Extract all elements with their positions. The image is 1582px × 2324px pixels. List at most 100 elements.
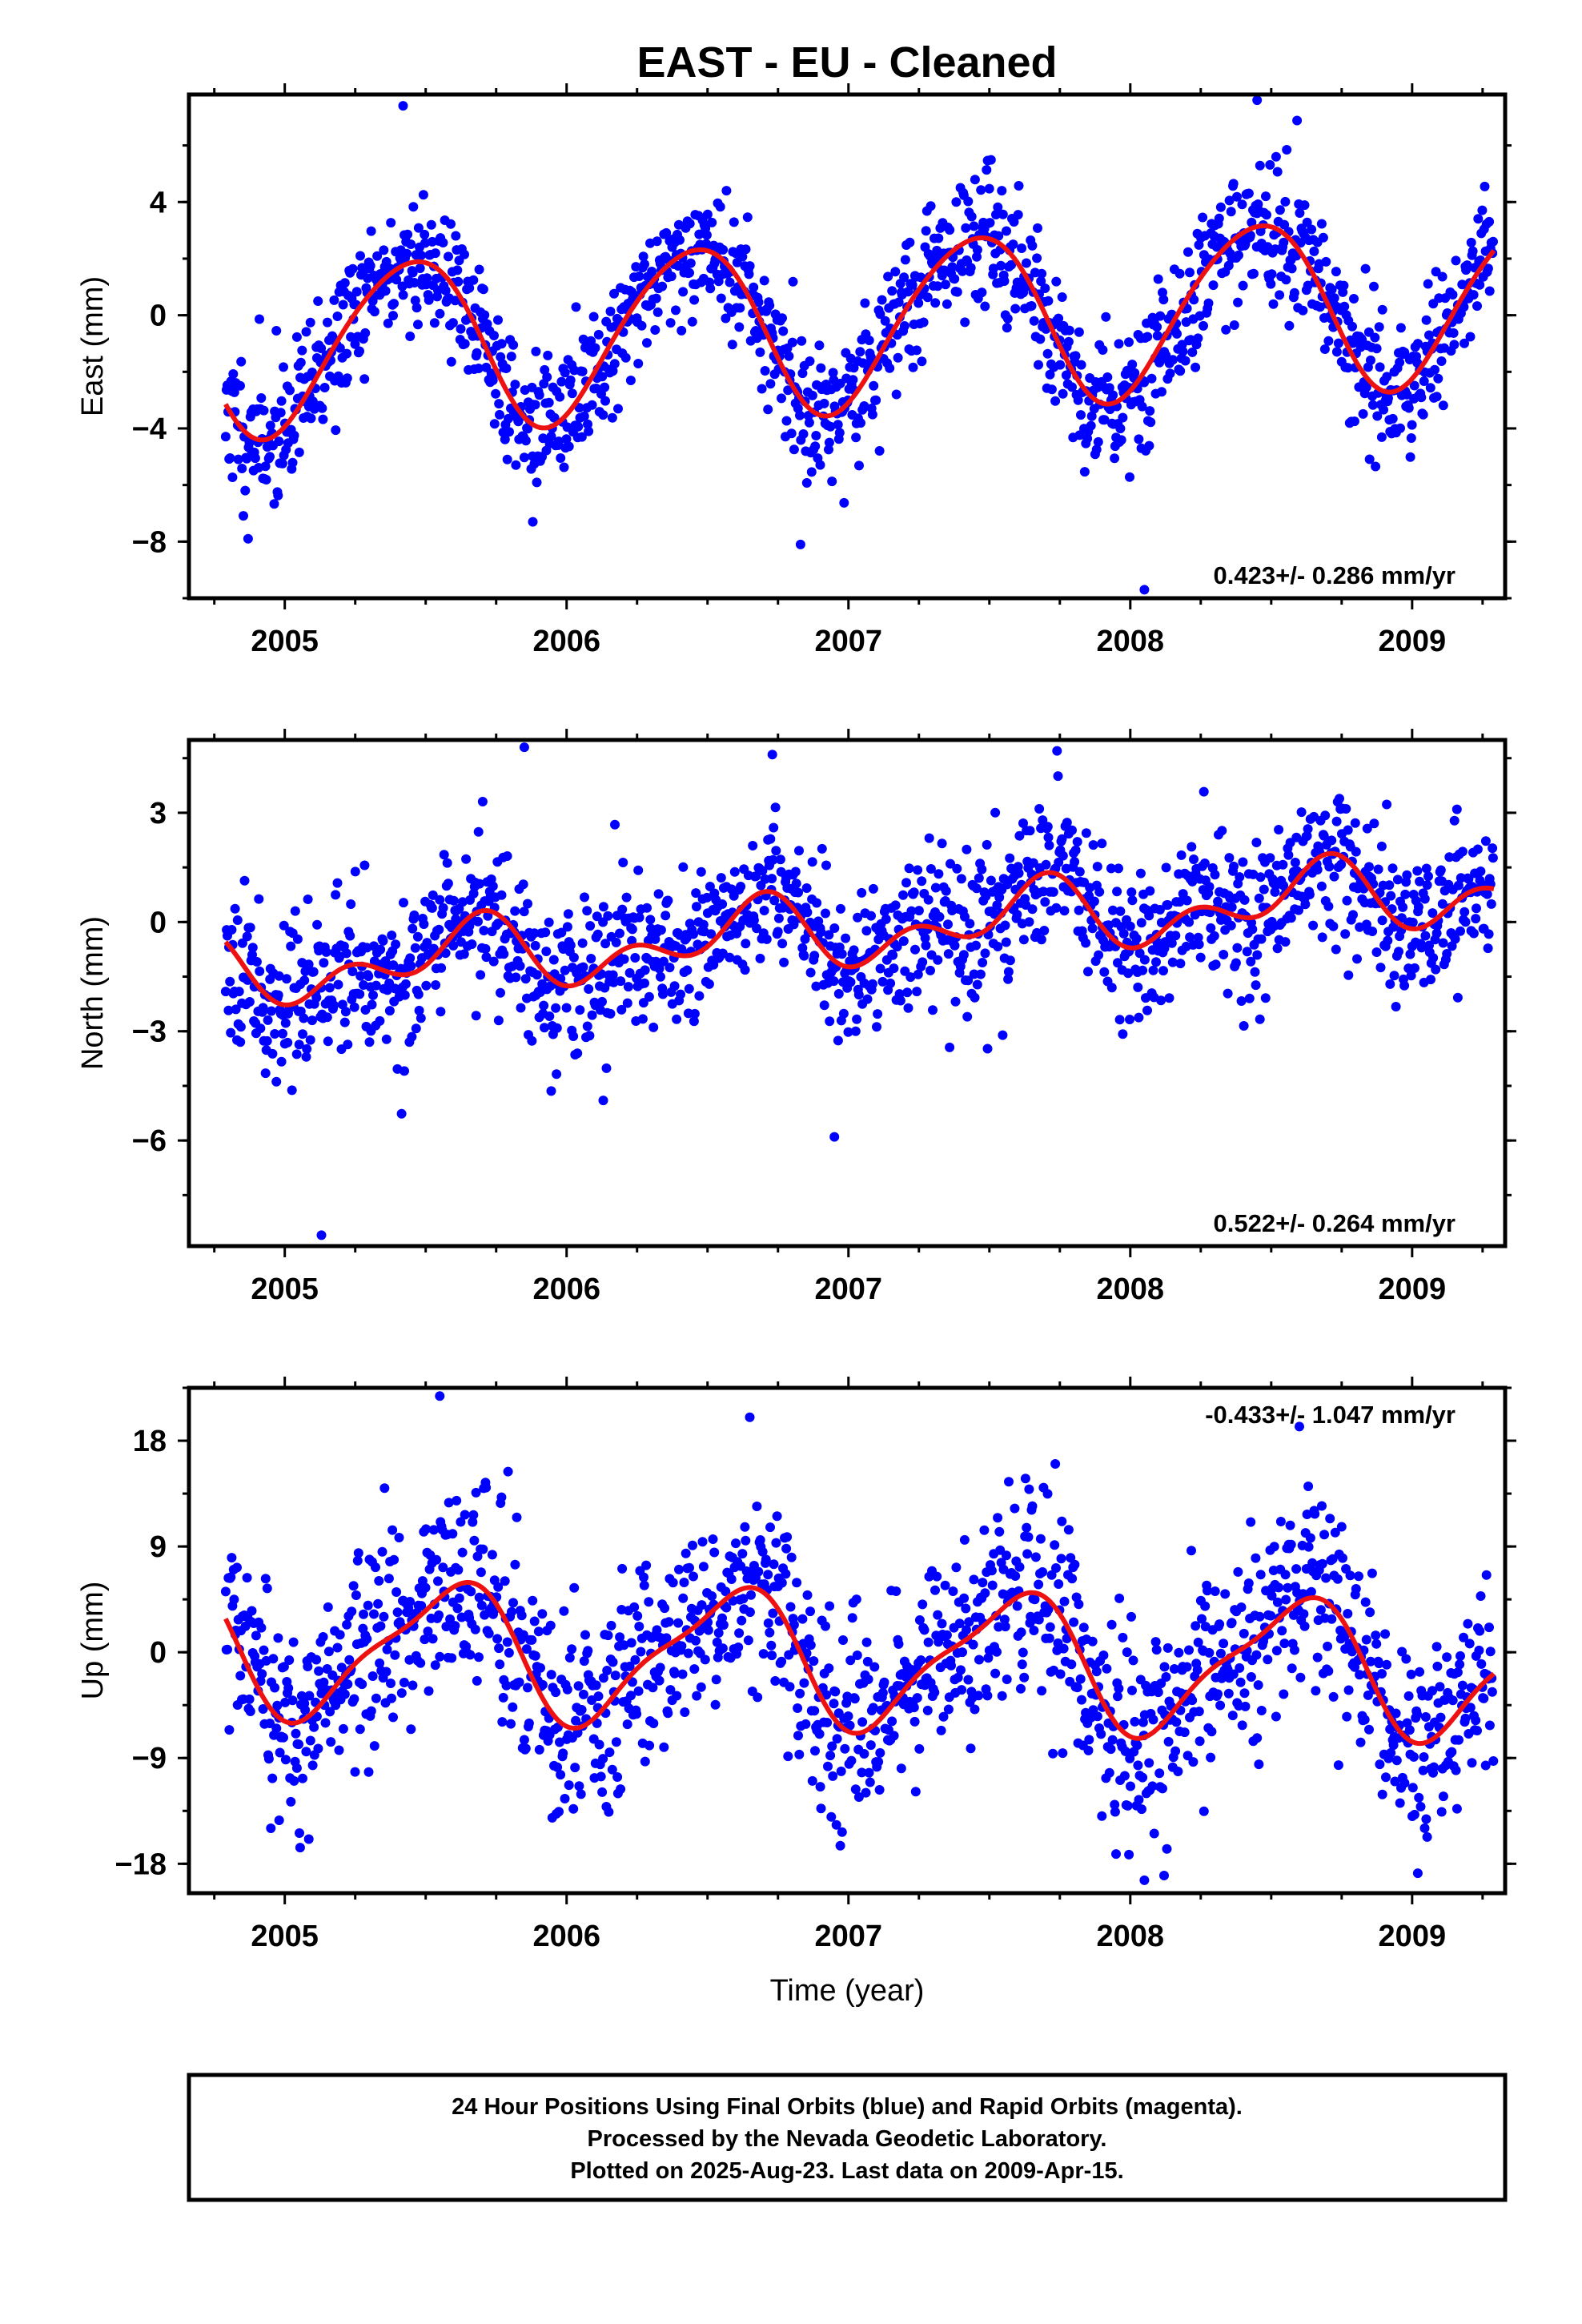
north-point [515, 961, 525, 971]
east-point [749, 282, 759, 292]
east-point [1339, 280, 1349, 291]
up-point [564, 1780, 574, 1791]
up-point [262, 1583, 272, 1594]
up-point [598, 1673, 608, 1683]
up-point [1078, 1622, 1089, 1633]
east-point [855, 347, 865, 357]
up-point [1467, 1758, 1477, 1768]
east-point [677, 325, 687, 336]
east-point [1395, 323, 1406, 333]
east-point [1042, 348, 1053, 359]
north-point [282, 974, 291, 984]
up-point [1484, 1622, 1494, 1633]
north-point [890, 900, 901, 911]
east-point [755, 347, 765, 357]
north-point [1308, 920, 1319, 931]
north-point [829, 976, 839, 987]
east-point [1070, 351, 1081, 361]
up-point [853, 1792, 864, 1802]
north-y-tick-label: 3 [150, 797, 167, 830]
east-point [963, 196, 974, 207]
east-point [1315, 302, 1325, 312]
north-point [603, 911, 613, 921]
up-point [1077, 1695, 1086, 1705]
east-point [1376, 432, 1387, 442]
up-point [745, 1412, 755, 1422]
north-point [975, 969, 986, 979]
north-point [235, 1037, 246, 1047]
north-point [881, 914, 891, 924]
up-point [524, 1718, 534, 1728]
up-point [691, 1635, 701, 1646]
east-point [816, 363, 826, 373]
east-y-tick-label: 0 [150, 300, 167, 333]
up-point [763, 1618, 773, 1628]
up-point [769, 1559, 779, 1570]
north-point [407, 1031, 417, 1042]
east-point [243, 533, 253, 544]
up-point [257, 1669, 267, 1679]
north-point [419, 919, 429, 929]
up-point [617, 1563, 628, 1574]
north-point [819, 1000, 829, 1011]
east-point [1234, 250, 1243, 260]
up-point [309, 1722, 319, 1732]
up-point [843, 1711, 853, 1721]
up-point [1110, 1807, 1120, 1817]
north-point [1235, 872, 1245, 883]
up-point [1182, 1662, 1192, 1672]
up-point [271, 1723, 282, 1734]
up-point [962, 1625, 971, 1635]
north-point [1391, 1002, 1401, 1011]
east-point [319, 383, 330, 392]
north-point [926, 864, 936, 874]
up-point [428, 1634, 438, 1644]
east-point [912, 345, 921, 356]
up-point [914, 1743, 925, 1754]
north-point [1231, 958, 1241, 968]
north-rate-label: 0.522+/- 0.264 mm/yr [1214, 1209, 1456, 1237]
north-point [1302, 830, 1312, 841]
east-points [220, 95, 1498, 595]
east-point [389, 299, 399, 309]
up-point [770, 1676, 781, 1686]
east-point [893, 297, 904, 308]
up-point [986, 1566, 997, 1576]
up-point [1110, 1799, 1120, 1810]
up-point [392, 1607, 403, 1618]
east-point [1425, 383, 1435, 393]
up-point [755, 1535, 765, 1545]
east-point [707, 217, 717, 227]
up-point [1355, 1737, 1366, 1747]
east-point [1029, 316, 1039, 326]
up-point [423, 1626, 433, 1637]
up-point [1377, 1669, 1387, 1679]
north-point [946, 858, 955, 869]
up-point [1182, 1751, 1193, 1761]
up-point [492, 1634, 503, 1644]
up-point [894, 1681, 905, 1691]
up-point [948, 1586, 958, 1596]
north-point [1265, 853, 1275, 863]
north-point [1112, 887, 1122, 897]
north-point [716, 873, 726, 883]
up-point [1055, 1669, 1066, 1679]
east-point [383, 318, 393, 328]
up-point [1114, 1593, 1125, 1603]
north-point [1094, 887, 1105, 897]
up-point [738, 1594, 749, 1604]
up-point [1412, 1709, 1423, 1719]
north-point [752, 923, 762, 934]
up-point [862, 1656, 873, 1667]
east-point [609, 288, 619, 299]
up-point [852, 1651, 862, 1660]
east-point [418, 190, 428, 200]
up-point [1030, 1594, 1040, 1605]
north-point [1108, 905, 1118, 915]
east-point [1017, 243, 1027, 253]
up-point [1271, 1711, 1281, 1722]
north-point [920, 933, 930, 943]
north-point [833, 989, 844, 999]
up-point [966, 1743, 976, 1754]
up-point [495, 1659, 505, 1670]
